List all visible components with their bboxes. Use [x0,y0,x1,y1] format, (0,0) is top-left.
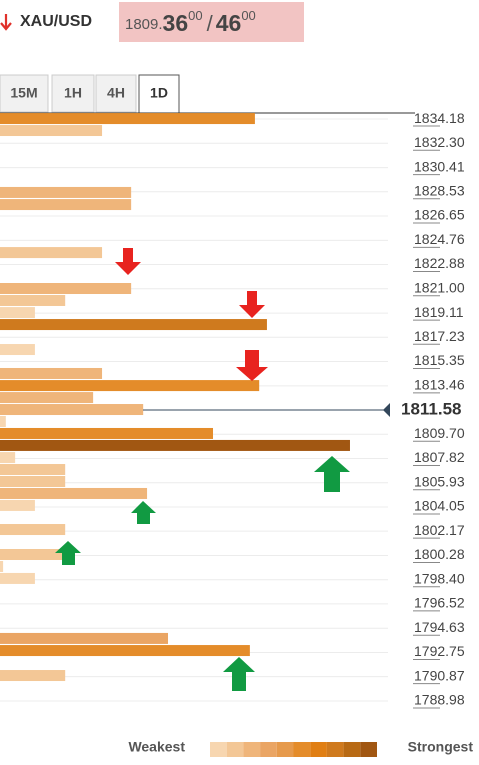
y-tick-label: 1824.76 [414,231,465,247]
level-bar [0,487,148,499]
green-arrow [223,657,255,691]
y-tick-label: 1798.40 [414,570,465,586]
y-tick-label: 1788.98 [414,692,465,708]
green-arrow [314,456,350,492]
y-tick-label: 1826.65 [414,207,465,223]
level-bar [0,404,144,416]
level-bar [0,416,6,428]
y-tick-label: 1819.11 [414,304,464,320]
y-tick-label: 1805.93 [414,473,465,489]
level-bar [0,499,35,511]
red-arrow [115,248,141,275]
tab[interactable] [51,74,95,113]
tab-active[interactable] [138,74,180,114]
level-bar [0,670,66,682]
down-arrow-icon [0,14,12,31]
green-arrow [131,501,156,524]
level-bar [0,427,214,439]
y-tick-label: 1794.63 [414,619,465,635]
level-bar [0,294,66,306]
current-price-label: 1811.58 [401,400,462,419]
ask-small: 00 [241,8,255,23]
level-bar [0,475,66,487]
y-tick-label: 1817.23 [414,328,465,344]
level-bar [0,464,66,476]
level-bar [0,549,66,561]
legend-weakest: Weakest [128,739,185,755]
bid-small: 00 [188,8,202,23]
y-tick-label: 1796.52 [414,595,465,611]
bid-main: 1809. [125,16,163,33]
legend-swatch [276,742,294,757]
level-bar [0,645,250,657]
y-tick-label: 1830.41 [414,158,465,174]
y-tick-label: 1815.35 [414,352,465,368]
level-bar [0,524,66,536]
y-tick-label: 1800.28 [414,546,465,562]
legend-strongest: Strongest [408,739,474,755]
level-bar [0,283,132,295]
level-bar [0,380,260,392]
y-tick-label: 1828.53 [414,182,465,198]
level-bar [0,319,267,331]
level-bar [0,199,132,211]
bid-price: 1809.3600/4600 [125,8,256,36]
y-tick-label: 1813.46 [414,377,465,393]
red-arrow [236,350,268,381]
price-box [119,2,304,42]
legend-swatch [360,742,377,757]
level-bar [0,392,94,404]
y-tick-label: 1802.17 [414,522,465,538]
level-bar [0,572,35,584]
legend-swatch [260,742,277,757]
tab[interactable] [0,74,49,113]
level-bar [0,247,103,259]
bid-big: 36 [163,10,189,36]
green-arrow [55,541,81,565]
level-bar [0,452,16,464]
legend-swatch [310,742,327,757]
tab-label[interactable]: 15M [10,85,37,101]
tab-label[interactable]: 4H [107,85,125,101]
y-tick-label: 1804.05 [414,498,465,514]
legend-swatch [326,742,344,757]
legend-swatch [293,742,311,757]
red-arrow [239,291,265,318]
y-tick-label: 1821.00 [414,279,465,295]
level-bar [0,344,35,356]
legend-swatches [210,742,377,757]
legend-swatch [226,742,244,757]
symbol: XAU/USD [20,13,92,30]
tabs: 15M 1H 4H 1D [0,74,180,114]
level-bar [0,186,132,198]
level-bar [0,439,350,451]
level-bar [0,113,255,125]
level-bar [0,632,169,644]
y-tick-label: 1832.30 [414,134,465,150]
y-tick-label: 1792.75 [414,643,465,659]
tab-label[interactable]: 1H [64,85,82,101]
current-price-marker [383,403,390,418]
tab[interactable] [95,74,137,113]
signal-arrows [55,248,350,691]
y-tick-label: 1822.88 [414,255,465,271]
level-bar [0,560,4,572]
y-tick-label: 1807.82 [414,449,465,465]
y-tick-label: 1790.87 [414,667,465,683]
level-bar [0,307,35,319]
level-bar [0,367,103,379]
y-tick-label: 1834.18 [414,110,465,126]
ask-big: 46 [216,10,242,36]
level-bar [0,125,103,137]
legend-swatch [243,742,261,757]
chart: 1834.18 1832.30 1830.41 1828.53 1826.65 1824.… [0,110,465,709]
legend-swatch [210,742,227,757]
y-tick-label: 1809.70 [414,425,465,441]
separator: / [207,11,214,36]
legend-swatch [343,742,361,757]
tab-label[interactable]: 1D [150,85,168,101]
